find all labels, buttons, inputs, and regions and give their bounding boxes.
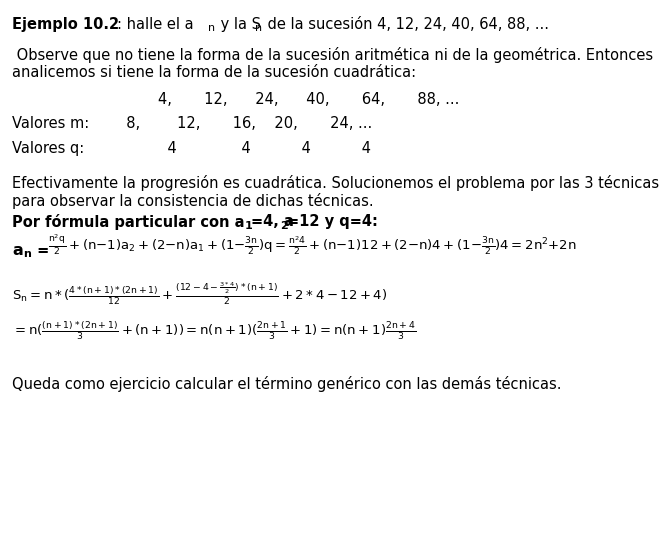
Text: 2: 2 xyxy=(280,221,288,231)
Text: =: = xyxy=(32,243,54,257)
Text: Efectivamente la progresión es cuadrática. Solucionemos el problema por las 3 té: Efectivamente la progresión es cuadrátic… xyxy=(12,175,659,191)
Text: $\mathdefault{= n(\frac{(n+1)*(2n+1)}{3} + (n+1)) = n(n+1)(\frac{2n+1}{3}+1) = n: $\mathdefault{= n(\frac{(n+1)*(2n+1)}{3}… xyxy=(12,320,416,342)
Text: para observar la consistencia de dichas técnicas.: para observar la consistencia de dichas … xyxy=(12,193,374,209)
Text: $\mathdefault{\frac{n^2q}{2}+(n{-}1)a_2+(2{-}n)a_1+(1{-}\frac{3n}{2})q = \frac{n: $\mathdefault{\frac{n^2q}{2}+(n{-}1)a_2+… xyxy=(48,233,576,257)
Text: Ejemplo 10.2: Ejemplo 10.2 xyxy=(12,17,119,32)
Text: Observe que no tiene la forma de la sucesión aritmética ni de la geométrica. Ent: Observe que no tiene la forma de la suce… xyxy=(12,47,653,63)
Text: Queda como ejercicio calcular el término genérico con las demás técnicas.: Queda como ejercicio calcular el término… xyxy=(12,376,562,392)
Text: de la sucesión 4, 12, 24, 40, 64, 88, ...: de la sucesión 4, 12, 24, 40, 64, 88, ..… xyxy=(263,17,549,32)
Text: $\mathdefault{S_n = n*(\frac{4*(n+1)*(2n+1)}{12} + \frac{(12-4-\frac{3*4}{2})*(n: $\mathdefault{S_n = n*(\frac{4*(n+1)*(2n… xyxy=(12,281,387,307)
Text: n: n xyxy=(255,23,262,34)
Text: =4, a: =4, a xyxy=(251,214,294,229)
Text: 1: 1 xyxy=(244,221,252,231)
Text: Por fórmula particular con a: Por fórmula particular con a xyxy=(12,214,244,230)
Text: analicemos si tiene la forma de la sucesión cuadrática:: analicemos si tiene la forma de la suces… xyxy=(12,65,416,80)
Text: Valores m:        8,        12,       16,    20,       24, ...: Valores m: 8, 12, 16, 20, 24, ... xyxy=(12,116,372,131)
Text: =12 y q=4:: =12 y q=4: xyxy=(287,214,378,229)
Text: y la S: y la S xyxy=(216,17,261,32)
Text: Valores q:                  4              4           4           4: Valores q: 4 4 4 4 xyxy=(12,141,371,156)
Text: n: n xyxy=(208,23,215,34)
Text: a: a xyxy=(12,243,22,257)
Text: : halle el a: : halle el a xyxy=(117,17,194,32)
Text: 4,       12,      24,      40,       64,       88, ...: 4, 12, 24, 40, 64, 88, ... xyxy=(158,92,460,107)
Text: n: n xyxy=(23,249,31,259)
